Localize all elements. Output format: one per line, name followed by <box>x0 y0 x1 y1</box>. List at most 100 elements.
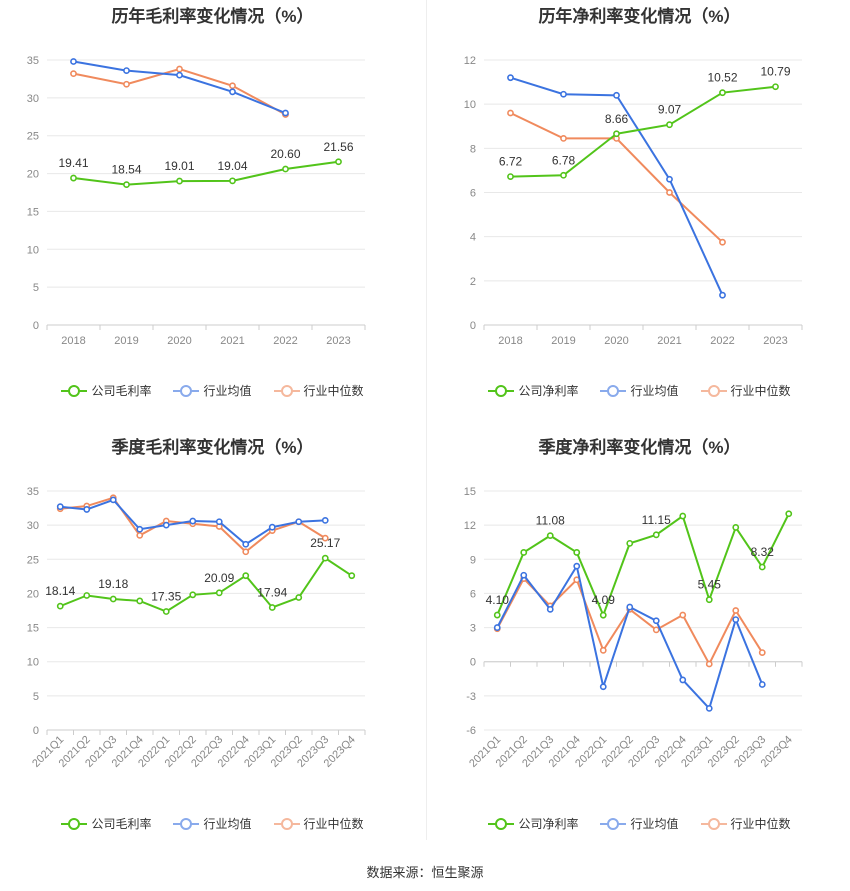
y-tick-label: 0 <box>33 725 39 737</box>
legend-item-company[interactable]: 公司毛利率 <box>61 382 151 399</box>
data-point <box>652 531 660 539</box>
y-tick-label: 2 <box>470 276 476 288</box>
legend-label: 行业中位数 <box>730 384 791 398</box>
series-line <box>73 160 339 186</box>
chart-title: 季度毛利率变化情况（%） <box>111 438 314 457</box>
legend-item-industry-median[interactable]: 行业中位数 <box>273 815 364 832</box>
legend-label: 行业中位数 <box>730 817 791 831</box>
data-label: 19.41 <box>58 156 88 170</box>
data-point <box>705 596 713 604</box>
data-point <box>679 611 687 619</box>
data-label: 8.32 <box>751 545 775 559</box>
data-point <box>573 562 581 570</box>
data-label: 4.09 <box>592 593 616 607</box>
line-marker-icon <box>173 817 200 831</box>
data-point <box>123 80 130 88</box>
legend-label: 行业均值 <box>203 817 252 831</box>
y-tick-label: 15 <box>27 206 39 218</box>
quarterly-gross-chart: 051015202530352021Q12021Q22021Q32021Q420… <box>27 486 366 770</box>
legend-item-industry-median[interactable]: 行业中位数 <box>273 382 364 399</box>
annual-gross-panel: 历年毛利率变化情况（%） 0 5 10 15 20 25 30 35 2018 2019 2020 2… <box>0 0 425 420</box>
line-marker-icon <box>488 817 515 831</box>
data-label: 8.66 <box>605 112 629 126</box>
legend-item-industry-avg[interactable]: 行业均值 <box>600 382 679 399</box>
data-label: 19.18 <box>98 577 128 591</box>
y-tick-label: -6 <box>466 725 476 737</box>
legend-item-industry-median[interactable]: 行业中位数 <box>700 382 791 399</box>
line-marker-icon <box>273 817 300 831</box>
data-point <box>295 518 303 526</box>
legend-item-industry-avg[interactable]: 行业均值 <box>600 815 679 832</box>
data-point <box>666 175 673 183</box>
data-point <box>732 524 740 531</box>
series-line <box>510 85 776 178</box>
y-tick-label: 20 <box>27 169 39 181</box>
y-tick-label: 10 <box>464 99 476 111</box>
data-point <box>705 660 713 668</box>
quarterly-net-panel: 季度净利率变化情况（%） -6 -3 0 3 6 9 12 15 2021Q1 2021Q2 202… <box>427 431 850 851</box>
line-marker-icon <box>61 817 88 831</box>
legend-label: 行业中位数 <box>303 817 364 831</box>
y-tick-label: 25 <box>27 554 39 566</box>
y-tick-label: 35 <box>27 55 39 67</box>
data-point <box>229 177 236 185</box>
y-tick-label: 12 <box>464 55 476 67</box>
data-point <box>321 554 329 562</box>
y-tick-label: 0 <box>470 320 476 332</box>
data-point <box>758 681 766 688</box>
data-point <box>626 603 634 611</box>
legend: 公司毛利率 行业均值 行业中位数 <box>0 382 425 399</box>
legend-item-industry-median[interactable]: 行业中位数 <box>700 815 791 832</box>
legend-item-company[interactable]: 公司净利率 <box>488 815 578 832</box>
y-tick-label: -3 <box>466 691 476 703</box>
data-point <box>109 496 117 504</box>
data-point <box>268 523 276 531</box>
legend-item-company[interactable]: 公司净利率 <box>488 382 578 399</box>
x-tick-label: 2018 <box>498 335 522 347</box>
y-tick-label: 0 <box>470 657 476 669</box>
x-tick-label: 2020 <box>167 335 191 347</box>
y-tick-label: 15 <box>464 486 476 498</box>
data-point <box>719 291 726 299</box>
data-point <box>679 512 687 520</box>
line-marker-icon <box>61 384 88 398</box>
y-tick-label: 9 <box>470 554 476 566</box>
y-tick-label: 5 <box>33 282 39 294</box>
data-point <box>83 506 91 513</box>
series-line <box>59 556 353 613</box>
data-point <box>613 130 620 138</box>
data-point <box>136 531 144 539</box>
x-tick-label: 2023 <box>326 335 350 347</box>
x-tick-label: 2019 <box>114 335 138 347</box>
data-point <box>520 571 528 579</box>
line-marker-icon <box>273 384 300 398</box>
y-tick-label: 30 <box>27 93 39 105</box>
data-point <box>599 611 607 619</box>
data-point <box>599 683 607 691</box>
data-label: 9.07 <box>658 103 682 117</box>
y-tick-label: 8 <box>470 143 476 155</box>
data-point <box>162 521 170 529</box>
data-point <box>109 595 117 603</box>
legend-item-company[interactable]: 公司毛利率 <box>61 815 151 832</box>
y-tick-label: 6 <box>470 588 476 600</box>
data-point <box>162 608 170 615</box>
data-point <box>785 510 793 518</box>
data-point <box>507 173 514 180</box>
data-point <box>758 649 766 657</box>
legend-item-industry-avg[interactable]: 行业均值 <box>173 382 252 399</box>
data-point <box>189 517 197 525</box>
data-point <box>652 617 660 625</box>
data-point <box>215 589 223 597</box>
legend-item-industry-avg[interactable]: 行业均值 <box>173 815 252 832</box>
data-point <box>652 626 660 634</box>
data-label: 21.56 <box>323 140 353 154</box>
data-point <box>626 539 634 547</box>
data-point <box>176 177 183 185</box>
data-point <box>83 592 91 599</box>
data-point <box>242 548 250 556</box>
series-line <box>496 513 790 618</box>
data-point <box>123 181 130 189</box>
line-marker-icon <box>700 384 727 398</box>
y-tick-label: 12 <box>464 520 476 532</box>
